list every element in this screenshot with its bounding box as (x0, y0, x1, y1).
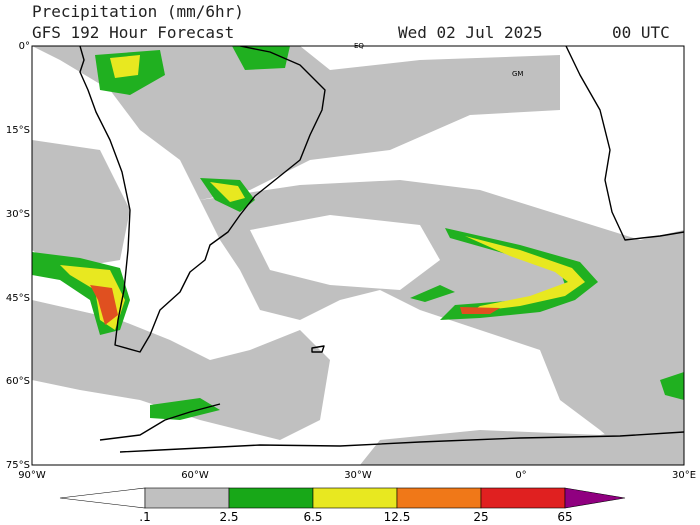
lat-label: 0° (19, 41, 30, 52)
map-frame (31, 45, 685, 466)
rain-band (232, 46, 290, 70)
colorbar-segment (564, 487, 626, 509)
map-label: GM (512, 70, 523, 78)
lat-label: 60°S (6, 376, 30, 387)
south-america (79, 46, 326, 353)
colorbar-segment (480, 487, 566, 509)
colorbar-labels: .1 2.5 6.5 12.5 25 65 (139, 510, 572, 524)
colorbar-segment (144, 487, 230, 509)
rain-area (32, 140, 130, 270)
dry-area (250, 215, 440, 290)
rain-band (210, 182, 245, 202)
colorbar-label: 65 (557, 510, 572, 524)
falklands (311, 345, 325, 353)
title: Precipitation (mm/6hr) (32, 2, 244, 21)
colorbar-segment (396, 487, 482, 509)
longitude-axis: 90°W 60°W 30°W 0° 30°E (18, 470, 696, 481)
rain-band (150, 398, 220, 420)
rain-band (410, 285, 455, 302)
colorbar-label: 2.5 (219, 510, 238, 524)
map: EQ GM (31, 42, 685, 466)
lon-label: 30°W (344, 470, 372, 481)
colorbar-segment (312, 487, 398, 509)
subtitle: GFS 192 Hour Forecast (32, 23, 234, 42)
rain-area (32, 300, 330, 440)
colorbar-label: 6.5 (303, 510, 322, 524)
coastlines (79, 46, 684, 453)
lon-label: 30°E (672, 470, 696, 481)
africa (565, 46, 684, 241)
rain-area (360, 420, 684, 465)
lon-label: 0° (515, 470, 526, 481)
colorbar-label: 25 (473, 510, 488, 524)
colorbar (59, 487, 626, 509)
rain-band (110, 55, 140, 78)
latitude-axis: 0° 15°S 30°S 45°S 60°S 75°S (6, 41, 30, 471)
lon-label: 60°W (181, 470, 209, 481)
rain-band (660, 372, 684, 400)
valid-date: Wed 02 Jul 2025 (398, 23, 543, 42)
lat-label: 75°S (6, 460, 30, 471)
rain-band (460, 307, 500, 314)
rain-band (465, 236, 585, 312)
rain-area (32, 46, 560, 200)
lat-label: 45°S (6, 293, 30, 304)
colorbar-label: .1 (139, 510, 150, 524)
map-label: EQ (354, 42, 364, 50)
lon-label: 90°W (18, 470, 46, 481)
colorbar-segment (59, 487, 146, 509)
colorbar-label: 12.5 (384, 510, 411, 524)
rain-band (90, 285, 118, 325)
valid-time: 00 UTC (612, 23, 670, 42)
colorbar-segment (228, 487, 314, 509)
lat-label: 30°S (6, 209, 30, 220)
lat-label: 15°S (6, 125, 30, 136)
antarctica (99, 403, 684, 453)
precipitation (32, 46, 684, 465)
dry-area (350, 330, 520, 410)
